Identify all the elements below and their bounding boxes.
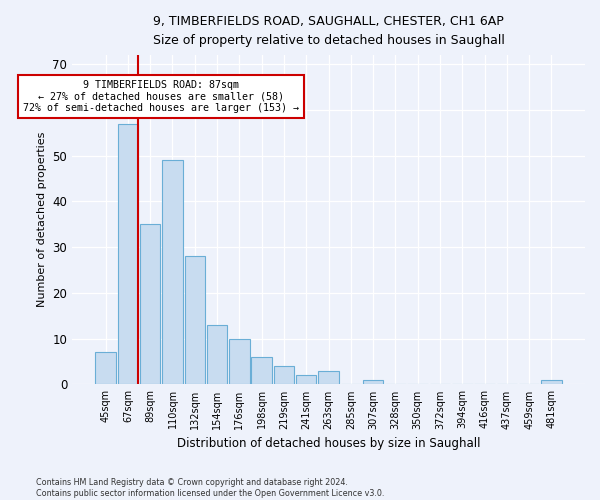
Bar <box>318 370 339 384</box>
Bar <box>296 376 316 384</box>
Bar <box>251 357 272 384</box>
Bar <box>118 124 138 384</box>
Text: Contains HM Land Registry data © Crown copyright and database right 2024.
Contai: Contains HM Land Registry data © Crown c… <box>36 478 385 498</box>
Bar <box>541 380 562 384</box>
Bar <box>95 352 116 384</box>
Bar <box>185 256 205 384</box>
Bar <box>162 160 183 384</box>
Bar <box>274 366 294 384</box>
Bar <box>363 380 383 384</box>
Bar <box>140 224 160 384</box>
Text: 9 TIMBERFIELDS ROAD: 87sqm
← 27% of detached houses are smaller (58)
72% of semi: 9 TIMBERFIELDS ROAD: 87sqm ← 27% of deta… <box>23 80 299 114</box>
X-axis label: Distribution of detached houses by size in Saughall: Distribution of detached houses by size … <box>177 437 480 450</box>
Bar <box>207 325 227 384</box>
Y-axis label: Number of detached properties: Number of detached properties <box>37 132 47 308</box>
Bar <box>229 338 250 384</box>
Title: 9, TIMBERFIELDS ROAD, SAUGHALL, CHESTER, CH1 6AP
Size of property relative to de: 9, TIMBERFIELDS ROAD, SAUGHALL, CHESTER,… <box>152 15 505 47</box>
